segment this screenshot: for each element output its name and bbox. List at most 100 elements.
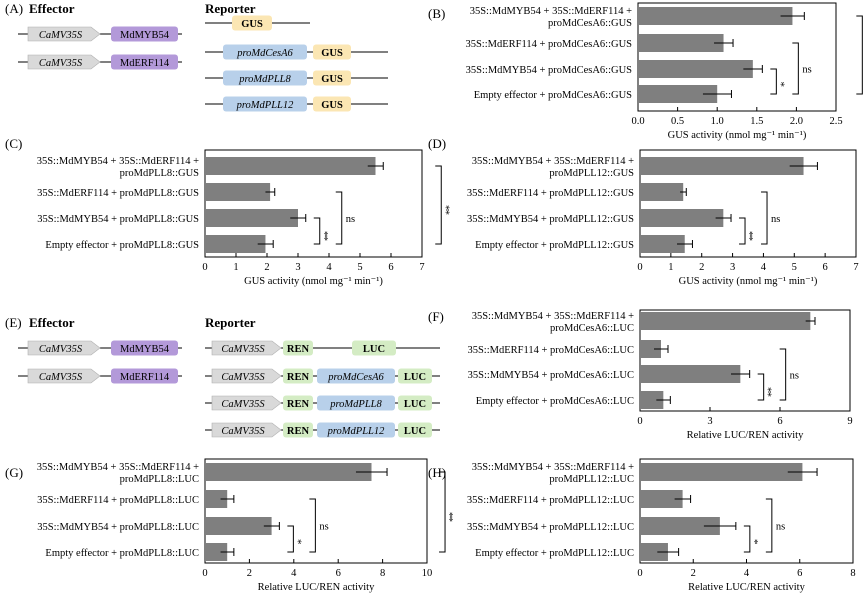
x-tick-label-D-4: 4 [761, 262, 767, 273]
category-label-C-1-0: 35S::MdERF114 + proMdPLL8::GUS [37, 188, 199, 199]
reporter-gene-panel_A-2-box [313, 70, 351, 86]
x-tick-label-C-2: 2 [264, 262, 269, 273]
category-label-F-0-1: proMdCesA6::LUC [550, 323, 634, 334]
category-label-B-3-0: Empty effector + proMdCesA6::GUS [474, 90, 632, 101]
panel-label-C: (C) [5, 136, 22, 151]
effector-gene-panel_E-0-box [111, 340, 178, 356]
significance-bracket-C-1 [335, 191, 343, 245]
category-label-H-0-0: 35S::MdMYB54 + 35S::MdERF114 + [472, 462, 634, 473]
reporter-ren-panel_E-1-box [283, 368, 313, 384]
significance-bracket-G-1 [309, 498, 316, 553]
effector-gene-panel_E-1-box [111, 368, 178, 384]
category-label-D-1-0: 35S::MdERF114 + proMdPLL12::GUS [467, 188, 634, 199]
significance-text-D-0: ** [743, 231, 755, 241]
x-tick-label-H-4: 8 [850, 568, 855, 579]
effector-camv-panel_E-1-label: CaMV35S [39, 372, 83, 383]
chart-D: (D) 0 1 2 3 4 5 6 7 GUS activity (nmol mg⁻¹ min⁻¹… [428, 136, 859, 287]
reporter-gene-panel_A-3-label: GUS [321, 100, 343, 111]
significance-bracket-H-0 [743, 525, 751, 553]
panel-label-B: (B) [428, 6, 445, 21]
category-label-G-0-1: proMdPLL8::LUC [120, 474, 199, 485]
x-tick-label-H-2: 4 [744, 568, 750, 579]
x-axis-label-D: GUS activity (nmol mg⁻¹ min⁻¹) [679, 276, 818, 287]
x-tick-label-D-5: 5 [792, 262, 797, 273]
x-tick-label-C-3: 3 [295, 262, 300, 273]
plot-frame-C [204, 149, 423, 258]
bar-D-3 [640, 235, 685, 253]
category-label-H-2-0: 35S::MdMYB54 + proMdPLL12::LUC [467, 522, 634, 533]
category-label-F-1-0: 35S::MdERF114 + proMdCesA6::LUC [467, 345, 634, 356]
bar-H-0 [640, 463, 803, 481]
category-label-H-3-0: Empty effector + proMdPLL12::LUC [475, 548, 634, 559]
x-tick-label-B-5: 2.5 [829, 116, 842, 127]
reporter-camv-panel_E-0-arrow [211, 340, 282, 356]
bar-C-0 [205, 157, 376, 175]
category-label-G-2-0: 35S::MdMYB54 + proMdPLL8::LUC [37, 522, 199, 533]
significance-bracket-F-1 [779, 348, 787, 401]
x-tick-label-G-1: 2 [247, 568, 252, 579]
panel-label-F: (F) [428, 309, 444, 324]
reporter-gene-panel_E-2-box [398, 395, 432, 411]
x-tick-label-G-5: 10 [422, 568, 433, 579]
significance-bracket-B-2 [856, 15, 863, 95]
reporter-ren-panel_E-3-box [283, 422, 313, 438]
reporter-title-panel_E: Reporter [205, 315, 256, 330]
bar-C-1 [205, 183, 271, 201]
significance-bracket-D-1 [761, 191, 768, 245]
reporter-promoter-panel_A-2-box [223, 70, 307, 86]
reporter-gene-panel_E-2-label: LUC [404, 399, 426, 410]
category-label-F-2-0: 35S::MdMYB54 + proMdCesA6::LUC [468, 370, 634, 381]
reporter-promoter-panel_A-3-box [223, 96, 307, 112]
category-label-D-2-0: 35S::MdMYB54 + proMdPLL12::GUS [467, 214, 634, 225]
reporter-ren-panel_E-2-box [283, 395, 313, 411]
x-tick-label-F-3: 9 [847, 416, 852, 427]
effector-camv-panel_E-0-label: CaMV35S [39, 344, 83, 355]
bar-D-0 [640, 157, 804, 175]
reporter-promoter-panel_A-2-label: proMdPLL8 [238, 74, 291, 85]
bar-B-1 [638, 34, 724, 52]
plot-frame-G [204, 458, 428, 564]
reporter-ren-panel_E-1-label: REN [287, 372, 310, 383]
effector-gene-panel_A-0-box [111, 26, 178, 42]
x-tick-label-D-1: 1 [668, 262, 673, 273]
effector-gene-panel_E-0-label: MdMYB54 [120, 344, 170, 355]
significance-text-G-0: * [291, 539, 303, 544]
effector-title-panel_A: Effector [29, 1, 75, 16]
significance-text-H-1: ns [776, 522, 785, 533]
panel-label-D: (D) [428, 136, 446, 151]
effector-gene-panel_A-1-label: MdERF114 [120, 58, 170, 69]
x-tick-label-B-1: 0.5 [671, 116, 684, 127]
category-label-B-0-0: 35S::MdMYB54 + 35S::MdERF114 + [470, 6, 632, 17]
reporter-gene-panel_E-3-box [398, 422, 432, 438]
significance-text-C-0: ** [318, 231, 330, 241]
category-label-G-0-0: 35S::MdMYB54 + 35S::MdERF114 + [37, 462, 199, 473]
category-label-D-0-0: 35S::MdMYB54 + 35S::MdERF114 + [472, 156, 634, 167]
x-tick-label-C-5: 5 [357, 262, 362, 273]
significance-bracket-G-0 [287, 525, 294, 553]
category-label-B-0-1: proMdCesA6::GUS [548, 18, 632, 29]
category-label-H-1-0: 35S::MdERF114 + proMdPLL12::LUC [467, 495, 634, 506]
reporter-camv-panel_E-3-label: CaMV35S [221, 426, 265, 437]
reporter-promoter-panel_E-1-box [317, 368, 395, 384]
x-tick-label-F-0: 0 [637, 416, 642, 427]
bar-B-0 [638, 7, 793, 25]
significance-text-B-2: ** [860, 55, 865, 65]
effector-camv-panel_A-0-label: CaMV35S [39, 30, 83, 41]
significance-bracket-D-0 [739, 217, 746, 245]
reporter-promoter-panel_E-1-label: proMdCesA6 [327, 372, 384, 383]
category-label-F-3-0: Empty effector + proMdCesA6::LUC [476, 396, 634, 407]
bar-C-3 [205, 235, 266, 253]
x-tick-label-G-0: 0 [202, 568, 207, 579]
bar-G-0 [205, 463, 372, 481]
effector-gene-panel_A-0-label: MdMYB54 [120, 30, 170, 41]
category-label-D-0-1: proMdPLL12::GUS [549, 168, 634, 179]
x-tick-label-C-1: 1 [233, 262, 238, 273]
reporter-promoter-panel_E-2-label: proMdPLL8 [329, 399, 382, 410]
reporter-promoter-panel_A-1-label: proMdCesA6 [236, 48, 293, 59]
x-tick-label-C-4: 4 [326, 262, 332, 273]
category-label-H-0-1: proMdPLL12::LUC [549, 474, 634, 485]
effector-camv-panel_A-1-arrow [27, 54, 101, 70]
reporter-gene-panel_A-2-label: GUS [321, 74, 343, 85]
x-tick-label-B-2: 1.0 [711, 116, 724, 127]
